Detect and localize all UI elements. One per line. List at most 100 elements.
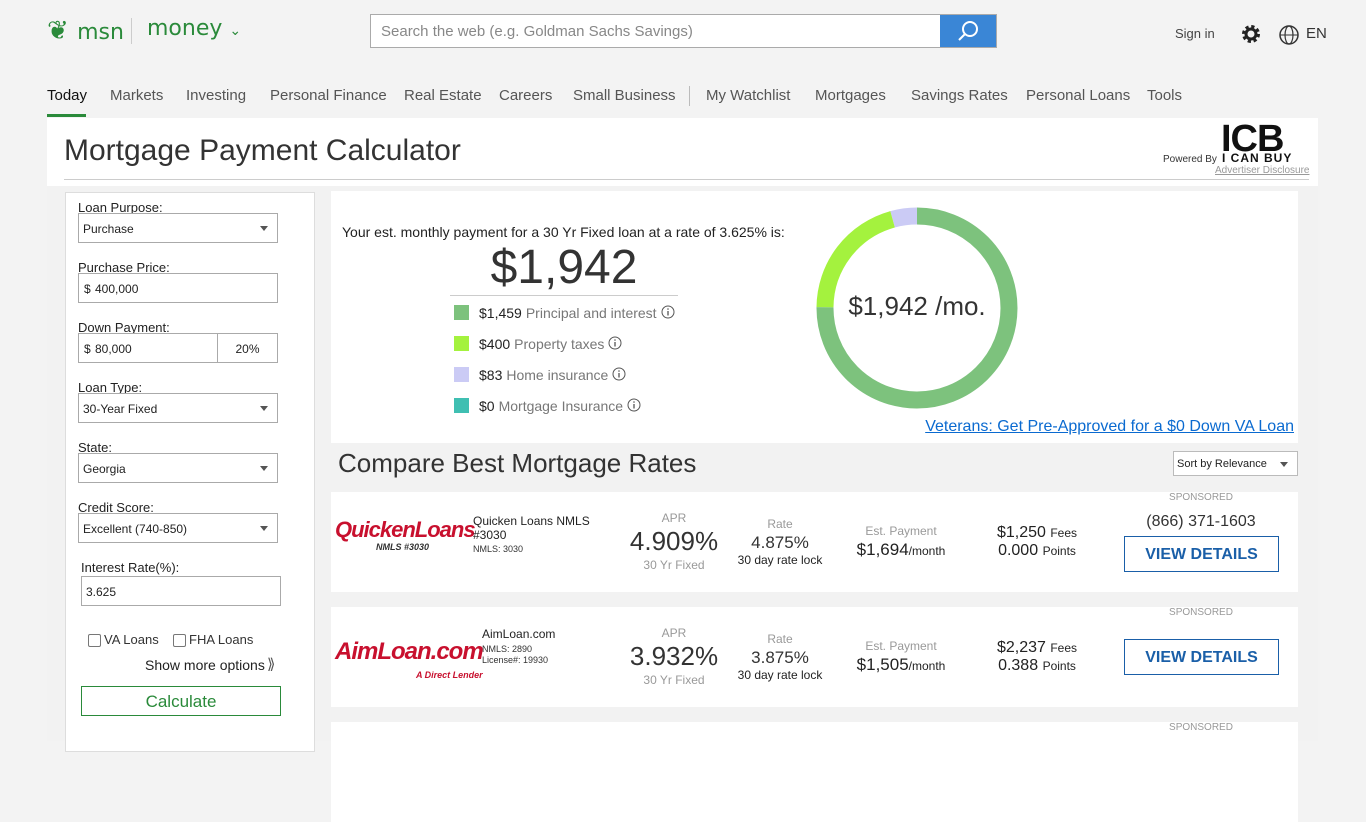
nav-item[interactable]: Savings Rates: [911, 87, 1008, 104]
offer-phone: (866) 371-1603: [1146, 513, 1256, 530]
total-payment: $1,942: [490, 241, 638, 294]
select[interactable]: 30-Year Fixed: [78, 393, 278, 423]
points-label: Points: [1042, 659, 1076, 673]
sort-select[interactable]: Sort by Relevance: [1173, 451, 1298, 476]
field-value: Georgia: [83, 462, 126, 476]
nav-item[interactable]: Small Business: [573, 87, 676, 104]
nav-item[interactable]: Tools: [1147, 87, 1183, 104]
dropdown-arrow: [1280, 462, 1288, 467]
legend-swatch: [454, 305, 469, 320]
globe-icon[interactable]: [1278, 24, 1300, 46]
nav-item[interactable]: Personal Loans: [1026, 87, 1131, 104]
search-box[interactable]: Search the web (e.g. Goldman Sachs Savin…: [370, 14, 997, 48]
logo[interactable]: ❦ msn: [47, 16, 124, 46]
total-rule: [450, 295, 678, 296]
offer-card: AimLoan.com A Direct Lender AimLoan.com NML…: [331, 607, 1298, 707]
offer-points: 0.388 Points: [957, 657, 1117, 675]
disclosure-link[interactable]: Advertiser Disclosure: [1215, 165, 1310, 176]
info-icon[interactable]: [612, 367, 626, 381]
legend-swatch: [454, 367, 469, 382]
checkbox[interactable]: [88, 634, 101, 647]
page-title: Mortgage Payment Calculator: [64, 134, 461, 167]
select[interactable]: Excellent (740-850): [78, 513, 278, 543]
field-value: 80,000: [95, 342, 132, 356]
dropdown-arrow: [260, 466, 268, 471]
offer-payment-label: Est. Payment: [865, 524, 937, 538]
search-placeholder: Search the web (e.g. Goldman Sachs Savin…: [381, 23, 693, 40]
search-icon: [958, 21, 978, 41]
search-button[interactable]: [940, 15, 996, 47]
nav-item[interactable]: Markets: [110, 87, 164, 104]
checkbox[interactable]: [173, 634, 186, 647]
summary-card: [331, 191, 1298, 443]
checkbox-label[interactable]: VA Loans: [104, 632, 159, 647]
section[interactable]: money ⌄: [147, 16, 242, 41]
lender-logo-sub: A Direct Lender: [416, 670, 483, 680]
button-label: VIEW DETAILS: [1145, 546, 1258, 563]
nav-item[interactable]: Personal Finance: [270, 87, 387, 104]
lender-logo-sub: NMLS #3030: [376, 542, 430, 552]
summary-intro: Your est. monthly payment for a 30 Yr Fi…: [342, 224, 785, 240]
show-more[interactable]: Show more options: [145, 657, 265, 673]
field-label: Credit Score:: [78, 500, 154, 515]
field-label: Loan Purpose:: [78, 200, 163, 215]
field-label: Down Payment:: [78, 320, 170, 335]
lender-name: Quicken Loans NMLS #3030: [473, 514, 590, 542]
nav-item[interactable]: Real Estate: [404, 87, 482, 104]
donut-segment: [816, 211, 896, 308]
nav-item[interactable]: Investing: [186, 87, 247, 104]
settings-icon[interactable]: [1240, 23, 1262, 45]
view-details-button[interactable]: VIEW DETAILS: [1124, 639, 1279, 675]
offer-rate-lock: 30 day rate lock: [737, 668, 823, 682]
offer-payment: $1,694/month: [821, 540, 981, 560]
select[interactable]: Georgia: [78, 453, 278, 483]
legend-amount: $1,459: [479, 305, 522, 321]
prefix: $: [84, 282, 91, 296]
divider: [131, 18, 132, 44]
nav-item[interactable]: My Watchlist: [706, 87, 791, 104]
percent-input[interactable]: 20%: [217, 333, 278, 363]
text-input[interactable]: $400,000: [78, 273, 278, 303]
text-input[interactable]: $80,000: [78, 333, 218, 363]
button-label: Calculate: [145, 692, 217, 711]
section-name: money: [147, 16, 223, 41]
offer-payment-label: Est. Payment: [865, 639, 937, 653]
legend-swatch: [454, 336, 469, 351]
sponsor-name: I CAN BUY: [1222, 151, 1293, 165]
sign-in[interactable]: Sign in: [1175, 26, 1215, 41]
language[interactable]: EN: [1306, 25, 1327, 42]
info-icon[interactable]: [661, 305, 675, 319]
legend-swatch: [454, 398, 469, 413]
legend-amount: $400: [479, 336, 511, 352]
lender-logo: QuickenLoans: [335, 517, 476, 542]
nav-item[interactable]: Careers: [499, 87, 553, 104]
select[interactable]: Purchase: [78, 213, 278, 243]
offer-apr: 4.909%: [629, 526, 719, 556]
info-icon[interactable]: [608, 336, 622, 350]
lender-name: AimLoan.com: [482, 627, 556, 641]
sponsor-logo: ICB: [1221, 118, 1284, 160]
text-input[interactable]: 3.625: [81, 576, 281, 606]
fees-value: $2,237: [996, 639, 1046, 656]
checkbox-label[interactable]: FHA Loans: [189, 632, 254, 647]
offer-payment: $1,505/month: [821, 655, 981, 675]
view-details-button[interactable]: VIEW DETAILS: [1124, 536, 1279, 572]
offer-apr: 3.932%: [629, 641, 719, 671]
calculate-button[interactable]: Calculate: [81, 686, 281, 716]
va-link[interactable]: Veterans: Get Pre-Approved for a $0 Down…: [925, 418, 1294, 435]
field-label: State:: [78, 440, 112, 455]
field-value: Excellent (740-850): [83, 522, 188, 536]
show-more-arrow: ⟫: [267, 656, 276, 673]
info-icon[interactable]: [627, 398, 641, 412]
dropdown-arrow: [260, 406, 268, 411]
field-value: 3.625: [86, 585, 117, 599]
field-value: 30-Year Fixed: [83, 402, 158, 416]
nav-item[interactable]: Today: [47, 87, 88, 104]
points-value: 0.000: [998, 542, 1039, 559]
dropdown-arrow: [260, 526, 268, 531]
legend-row: $83 Home insurance: [479, 367, 626, 383]
nav-item[interactable]: Mortgages: [815, 87, 886, 104]
offer-apr-term: 30 Yr Fixed: [643, 673, 705, 687]
offer-fees: $1,250 Fees: [957, 524, 1117, 542]
offer-apr-label: APR: [661, 626, 687, 640]
